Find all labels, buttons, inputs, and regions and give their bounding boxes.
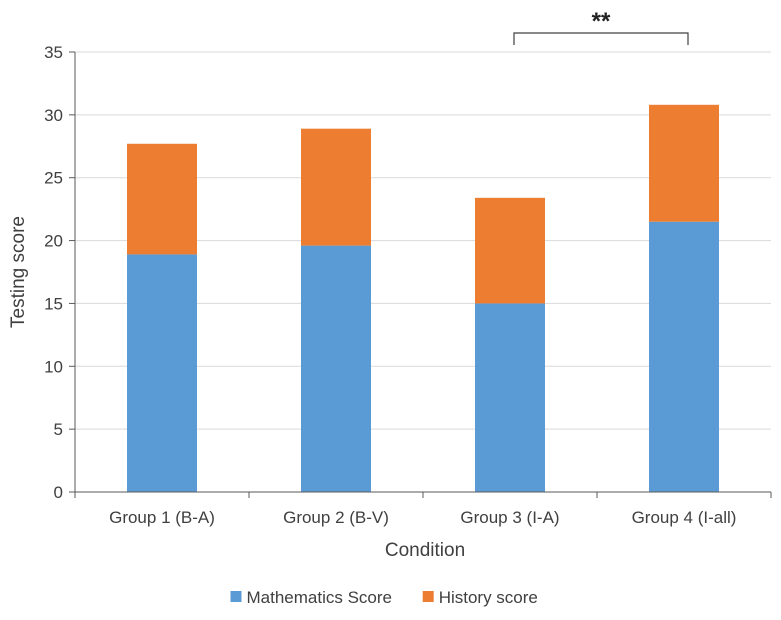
bars (127, 104, 719, 492)
bar-mathematics-group-3 (475, 303, 545, 492)
bar-history-group-3 (475, 197, 545, 304)
y-tick-label: 0 (54, 483, 63, 502)
x-tick-label: Group 2 (B-V) (283, 508, 389, 527)
y-tick-label: 20 (44, 232, 63, 251)
y-axis-title: Testing score (8, 216, 29, 328)
x-tick-label: Group 1 (B-A) (109, 508, 215, 527)
legend-swatch-mathematics (230, 591, 242, 602)
bar-mathematics-group-4 (649, 221, 719, 492)
annotations: ** (513, 8, 689, 45)
y-tick-label: 25 (44, 169, 63, 188)
x-tick-label: Group 4 (I-all) (632, 508, 737, 527)
y-tick-label: 15 (44, 294, 63, 313)
y-tick-label: 5 (54, 420, 63, 439)
legend-label: Mathematics Score (247, 588, 393, 607)
y-tick-label: 10 (44, 357, 63, 376)
legend: Mathematics Score History score (230, 588, 538, 607)
legend-swatch-history (422, 591, 434, 602)
x-axis-title: Condition (385, 540, 465, 561)
axes (69, 51, 772, 498)
y-tick-label: 35 (44, 43, 63, 62)
bar-history-group-2 (301, 128, 371, 246)
bar-history-group-4 (649, 104, 719, 222)
legend-label: History score (439, 588, 538, 607)
bar-history-group-1 (127, 143, 197, 255)
y-tick-label: 30 (44, 106, 63, 125)
significance-bracket (513, 32, 689, 45)
labels: 0 5 10 15 20 25 30 35 Group 1 (B-A) Group 2 (B-V)… (8, 43, 736, 561)
bar-mathematics-group-1 (127, 254, 197, 492)
significance-label: ** (592, 8, 611, 35)
bar-mathematics-group-2 (301, 245, 371, 492)
x-tick-label: Group 3 (I-A) (460, 508, 559, 527)
